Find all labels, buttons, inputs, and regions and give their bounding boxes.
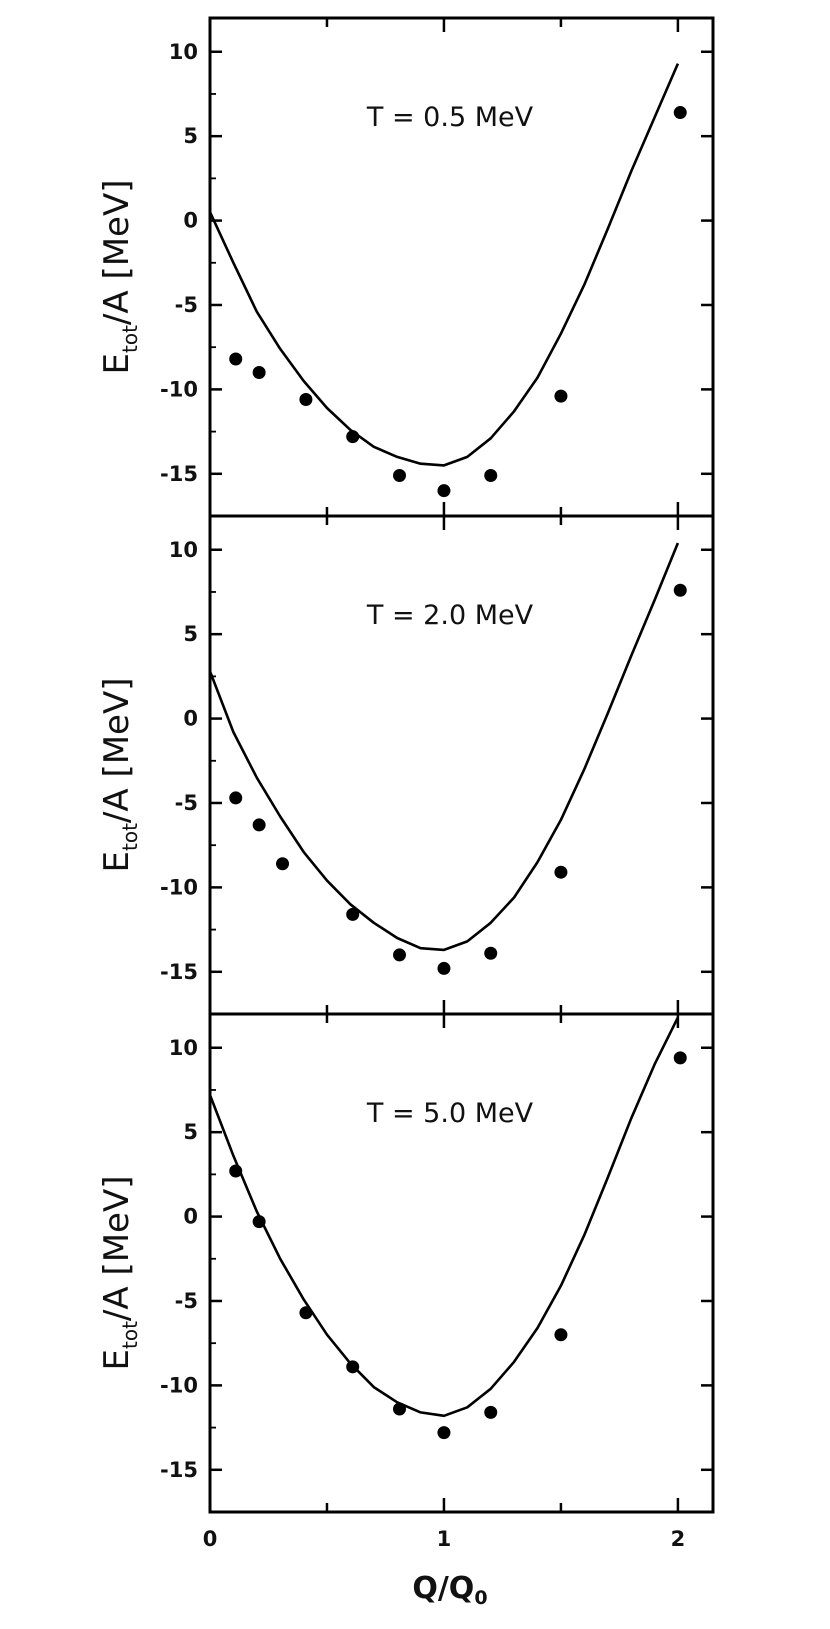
y-axis-title: Etot/A [MeV] — [97, 678, 142, 873]
panel-frame — [208, 1012, 715, 1514]
data-point — [393, 948, 407, 962]
data-point — [229, 1164, 243, 1178]
data-point — [346, 1360, 360, 1374]
y-axis-title: Etot/A [MeV] — [97, 180, 142, 375]
y-tick-label: 5 — [183, 124, 198, 148]
y-tick-label: 5 — [183, 1120, 198, 1144]
panel-annotation: T = 0.5 MeV — [366, 102, 534, 133]
data-point — [437, 961, 451, 975]
panel-3: 10 5 0 -5 -10 -15 T = 5.0 MeV Etot/A [MeV] — [97, 1012, 715, 1514]
data-point — [229, 352, 243, 366]
y-tick-label: 0 — [183, 209, 198, 233]
panels: 10 5 0 -5 -10 -15 T = 0.5 MeV Etot/A [MeV] 10 5 0 -… — [97, 16, 715, 1514]
data-point — [437, 484, 451, 498]
panel-2: 10 5 0 -5 -10 -15 T = 2.0 MeV Etot/A [MeV] — [97, 514, 715, 1016]
y-axis-title: Etot/A [MeV] — [97, 1176, 142, 1371]
y-tick-label: -15 — [160, 462, 198, 486]
data-point — [252, 818, 266, 832]
data-point — [346, 907, 360, 921]
data-point — [229, 791, 243, 805]
panel-annotation: T = 2.0 MeV — [366, 600, 534, 631]
panel-frame — [208, 514, 715, 1016]
data-point — [673, 583, 687, 597]
data-point — [673, 1051, 687, 1065]
data-point — [299, 393, 313, 407]
data-point — [554, 389, 568, 403]
data-point — [299, 1306, 313, 1320]
y-tick-label: 0 — [183, 707, 198, 731]
x-tick-label: 2 — [671, 1527, 686, 1551]
fit-curve — [208, 542, 680, 952]
panel-frame — [208, 16, 715, 518]
y-tick-label: 10 — [169, 40, 198, 64]
data-point — [393, 468, 407, 482]
data-point — [252, 1215, 266, 1229]
y-tick-label: -15 — [160, 1458, 198, 1482]
y-tick-label: -15 — [160, 960, 198, 984]
data-point — [276, 857, 290, 871]
data-point — [484, 1405, 498, 1419]
data-point — [484, 946, 498, 960]
data-point — [484, 468, 498, 482]
data-point — [437, 1426, 451, 1440]
y-tick-label: 10 — [169, 1036, 198, 1060]
y-tick-label: 0 — [183, 1205, 198, 1229]
y-tick-label: -10 — [160, 1373, 198, 1397]
panel-annotation: T = 5.0 MeV — [366, 1098, 534, 1129]
y-tick-label: -5 — [175, 1289, 198, 1313]
data-point — [252, 366, 266, 380]
x-axis-title: Q/Q0 — [412, 1571, 487, 1609]
x-tick-label: 1 — [437, 1527, 452, 1551]
fit-curve — [208, 1016, 680, 1418]
y-tick-label: -5 — [175, 791, 198, 815]
y-tick-label: -10 — [160, 875, 198, 899]
y-tick-label: -5 — [175, 293, 198, 317]
panel-1: 10 5 0 -5 -10 -15 T = 0.5 MeV Etot/A [MeV] — [97, 16, 715, 518]
data-point — [346, 430, 360, 444]
y-tick-label: 5 — [183, 622, 198, 646]
data-point — [393, 1402, 407, 1416]
fit-curve — [208, 63, 680, 467]
x-tick-label: 0 — [203, 1527, 218, 1551]
y-tick-label: 10 — [169, 538, 198, 562]
x-axis-labels: 0 1 2 — [203, 1527, 686, 1551]
data-point — [673, 106, 687, 120]
y-tick-label: -10 — [160, 377, 198, 401]
data-point — [554, 1328, 568, 1342]
data-point — [554, 865, 568, 879]
